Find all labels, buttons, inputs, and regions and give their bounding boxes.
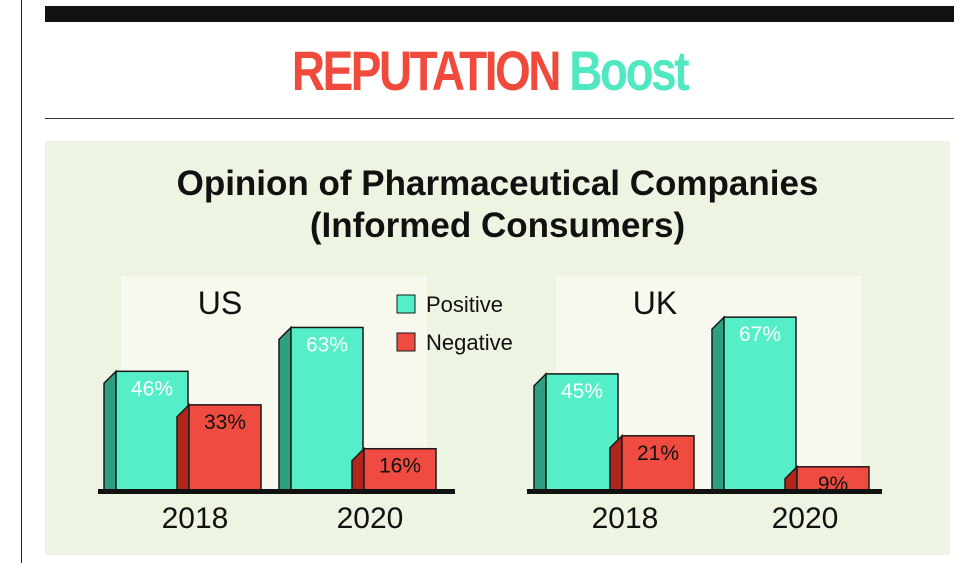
value-label-us-2018-positive: 46% [131, 377, 173, 400]
value-label-us-2020-positive: 63% [306, 333, 348, 356]
category-label-us-2018: 2018 [162, 502, 229, 535]
category-label-us-2020: 2020 [337, 502, 404, 535]
bar-side-us-2018-positive [103, 369, 117, 491]
legend-label-positive: Positive [426, 292, 503, 317]
value-label-us-2020-negative: 16% [379, 455, 421, 478]
region-label-uk: UK [633, 285, 677, 321]
bar-side-us-2018-negative [176, 403, 190, 491]
bar-uk-2018-negative [621, 435, 695, 491]
bar-side-uk-2018-positive [533, 372, 547, 491]
chart-subtitle: (Informed Consumers) [309, 206, 686, 245]
value-label-us-2018-negative: 33% [204, 411, 246, 434]
value-label-uk-2020-positive: 67% [739, 323, 781, 346]
bar-us-2020-positive [290, 326, 364, 491]
bar-side-uk-2020-positive [711, 315, 725, 491]
left-margin-rule [21, 0, 22, 563]
legend-swatch-positive [396, 294, 416, 314]
chart-title-block: Opinion of Pharmaceutical Companies (Inf… [45, 163, 950, 247]
legend-swatch-negative [396, 332, 416, 352]
bar-side-us-2020-positive [278, 325, 292, 491]
category-label-uk-2020: 2020 [772, 502, 839, 535]
headline-divider [45, 118, 954, 119]
headline-word-reputation: REPUTATION [291, 39, 562, 102]
bar-uk-2020-positive [723, 316, 797, 491]
top-black-bar [45, 6, 954, 22]
baseline-uk [527, 489, 882, 494]
value-label-uk-2018-positive: 45% [561, 380, 603, 403]
baseline-us [98, 489, 455, 494]
chart-title: Opinion of Pharmaceutical Companies [176, 164, 819, 203]
headline-word-boost: Boost [569, 39, 689, 102]
category-label-uk-2018: 2018 [592, 502, 659, 535]
bar-us-2020-negative [363, 447, 437, 491]
legend-label-negative: Negative [426, 330, 513, 355]
bar-uk-2018-positive [545, 373, 619, 491]
value-label-uk-2018-negative: 21% [637, 442, 679, 465]
region-label-us: US [198, 285, 242, 321]
headline: REPUTATION Boost [88, 38, 891, 104]
